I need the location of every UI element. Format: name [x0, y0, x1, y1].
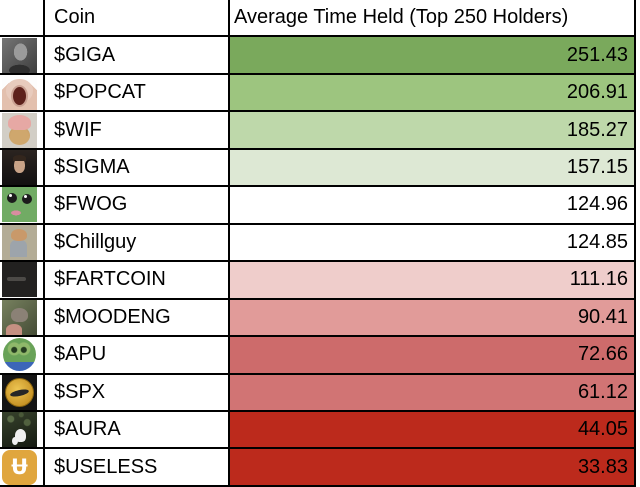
coin-icon-cell: [0, 262, 43, 298]
value-cell-label: 44.05: [577, 418, 628, 441]
coin-cell[interactable]: $WIF: [43, 112, 228, 148]
coin-cell-label: $SPX: [54, 380, 106, 403]
value-column-header: Average Time Held (Top 250 Holders): [234, 6, 569, 29]
coin-cell-label: $FARTCOIN: [54, 268, 166, 291]
value-cell[interactable]: 111.16: [228, 262, 636, 298]
value-cell-label: 72.66: [577, 343, 628, 366]
coin-cell[interactable]: $FARTCOIN: [43, 262, 228, 298]
value-cell-label: 206.91: [566, 81, 628, 104]
apu-icon: [2, 337, 37, 373]
value-cell[interactable]: 90.41: [228, 299, 636, 336]
value-cell[interactable]: 157.15: [228, 149, 636, 186]
coin-cell[interactable]: $USELESS: [43, 449, 228, 485]
value-cell-label: 251.43: [566, 43, 628, 66]
table-header-row: Coin Average Time Held (Top 250 Holders): [0, 0, 636, 38]
value-cell-label: 111.16: [569, 268, 628, 291]
coin-cell-label: $MOODENG: [54, 305, 171, 328]
table-row: $AURA 44.05: [0, 411, 636, 450]
coin-cell[interactable]: $SIGMA: [43, 149, 228, 186]
table-row: $MOODENG 90.41: [0, 299, 636, 338]
coin-cell-label: $SIGMA: [54, 156, 130, 179]
value-cell-label: 124.85: [566, 230, 628, 253]
value-cell-label: 185.27: [566, 118, 628, 141]
coin-column-header: Coin: [54, 6, 96, 29]
table-row: $WIF 185.27: [0, 112, 636, 150]
coin-icon-cell: [0, 412, 43, 448]
value-cell[interactable]: 44.05: [228, 411, 636, 448]
value-cell[interactable]: 206.91: [228, 74, 636, 111]
coin-icon-cell: [0, 224, 43, 260]
coin-cell-label: $POPCAT: [54, 81, 146, 104]
table-row: $GIGA 251.43: [0, 37, 636, 75]
value-cell-label: 124.96: [566, 193, 628, 216]
fartcoin-icon: [2, 262, 37, 298]
value-cell[interactable]: 124.85: [228, 224, 636, 261]
coin-cell[interactable]: $GIGA: [43, 37, 228, 73]
coin-icon-cell: [0, 449, 43, 485]
value-cell-label: 90.41: [577, 305, 628, 328]
value-cell[interactable]: 185.27: [228, 112, 636, 148]
coin-icon-cell: [0, 187, 43, 223]
popcat-icon: [2, 75, 37, 111]
table-row: $FWOG 124.96: [0, 187, 636, 225]
table-body: $GIGA 251.43 $POPCAT 206.91 $WIF 185.27 …: [0, 37, 640, 487]
coin-cell-label: $FWOG: [54, 193, 128, 216]
table-row: $USELESS 33.83: [0, 449, 636, 487]
coin-icon-cell: [0, 37, 43, 73]
table-row: $SPX 61.12: [0, 374, 636, 412]
sigma-icon: [2, 150, 37, 186]
coin-cell[interactable]: $Chillguy: [43, 224, 228, 261]
aura-icon: [2, 412, 37, 448]
table-row: $APU 72.66: [0, 337, 636, 375]
coin-cell-label: $GIGA: [54, 43, 116, 66]
header-value-cell: Average Time Held (Top 250 Holders): [228, 0, 636, 36]
coin-cell-label: $APU: [54, 343, 107, 366]
fwog-icon: [2, 187, 37, 223]
coin-icon-cell: [0, 150, 43, 186]
table-row: $SIGMA 157.15: [0, 149, 636, 188]
coin-cell-label: $Chillguy: [54, 230, 137, 253]
table-row: $FARTCOIN 111.16: [0, 262, 636, 300]
chillguy-icon: [2, 224, 37, 260]
value-cell[interactable]: 33.83: [228, 449, 636, 485]
coin-icon-cell: [0, 75, 43, 111]
header-coin-cell: Coin: [43, 0, 228, 36]
coin-icon-cell: [0, 299, 43, 335]
value-cell[interactable]: 124.96: [228, 187, 636, 223]
coin-icon-cell: [0, 112, 43, 148]
value-cell[interactable]: 72.66: [228, 337, 636, 373]
coin-cell[interactable]: $MOODENG: [43, 299, 228, 336]
coin-cell[interactable]: $AURA: [43, 411, 228, 448]
coin-cell-label: $WIF: [54, 118, 102, 141]
table-row: $Chillguy 124.85: [0, 224, 636, 263]
coin-icon-cell: [0, 337, 43, 373]
header-icon-cell: [0, 0, 43, 35]
table-row: $POPCAT 206.91: [0, 74, 636, 113]
coin-cell[interactable]: $SPX: [43, 374, 228, 410]
coin-cell[interactable]: $APU: [43, 337, 228, 373]
value-cell[interactable]: 251.43: [228, 37, 636, 73]
useless-icon: [2, 449, 37, 485]
coin-icon-cell: [0, 374, 43, 410]
value-cell-label: 157.15: [566, 156, 628, 179]
spx-icon: [2, 374, 37, 410]
coin-cell[interactable]: $FWOG: [43, 187, 228, 223]
wif-icon: [2, 112, 37, 148]
value-cell[interactable]: 61.12: [228, 374, 636, 410]
value-cell-label: 61.12: [577, 380, 628, 403]
giga-icon: [2, 37, 37, 73]
coin-cell[interactable]: $POPCAT: [43, 74, 228, 111]
coin-cell-label: $AURA: [54, 418, 121, 441]
moodeng-icon: [2, 299, 37, 335]
coin-cell-label: $USELESS: [54, 455, 158, 478]
value-cell-label: 33.83: [577, 455, 628, 478]
